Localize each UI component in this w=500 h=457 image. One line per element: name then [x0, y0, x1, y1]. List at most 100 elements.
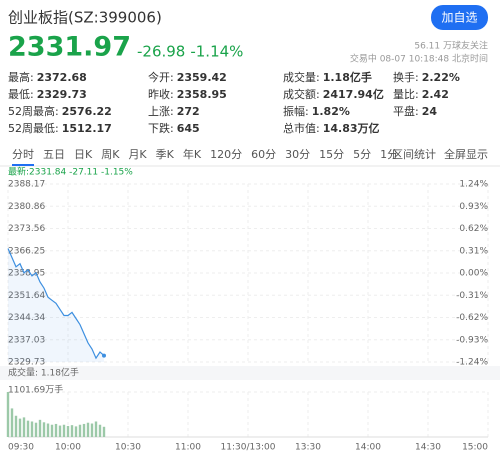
add-button[interactable]	[431, 5, 488, 30]
tab[interactable]: 月K	[128, 148, 147, 161]
tab[interactable]: 60分	[251, 148, 276, 161]
stat-label: 总市值:	[283, 121, 320, 135]
y-tick-label: 2329.73	[8, 358, 45, 368]
volume-bar	[22, 417, 26, 437]
stat-label: 最低:	[8, 88, 34, 101]
change-percent: -1.14%	[190, 43, 243, 61]
stat-value: 272	[177, 105, 200, 118]
stat-label: 换手:	[393, 70, 419, 84]
stat-label: 52周最低:	[8, 122, 59, 135]
y2-tick-label: 0.93%	[459, 202, 488, 212]
stat-label: 昨收:	[148, 87, 174, 101]
price: 2331.97	[8, 32, 131, 63]
volume-bar	[94, 421, 98, 437]
x-tick-label: 11:30/13:00	[221, 443, 276, 453]
y-tick-label: 2344.34	[8, 313, 45, 323]
y2-tick-label: -0.62%	[456, 313, 488, 323]
tab[interactable]: 日K	[74, 148, 93, 161]
volume-bar	[54, 423, 58, 437]
volume-bar	[70, 425, 74, 437]
y2-tick-label: 0.31%	[459, 246, 488, 256]
tab[interactable]: 五日	[43, 148, 65, 161]
tab[interactable]: 5分	[353, 148, 371, 161]
volume-band	[0, 366, 500, 380]
tab-underline	[12, 164, 34, 166]
volume-tick-label: 1101.69万手	[8, 384, 63, 396]
tab[interactable]: 周K	[101, 148, 120, 161]
x-tick-label: 14:30	[415, 443, 441, 453]
y-tick-label: 2380.86	[8, 202, 45, 212]
tab-link[interactable]: 区间统计	[392, 148, 436, 161]
tab[interactable]: 季K	[156, 148, 175, 161]
y-tick-label: 2358.95	[8, 269, 45, 279]
stat-label: 最高:	[8, 70, 34, 84]
stat-value: 2.22%	[422, 71, 460, 84]
volume-bar	[14, 415, 18, 437]
x-tick-label: 13:30	[295, 443, 321, 453]
volume-bar	[58, 425, 62, 437]
volume-bar	[62, 424, 66, 437]
tab[interactable]: 年K	[183, 147, 202, 161]
y2-tick-label: 1.24%	[459, 180, 488, 190]
y2-tick-label: -0.31%	[456, 291, 488, 301]
y2-tick-label: -1.24%	[456, 358, 488, 368]
volume-bar	[10, 408, 14, 437]
volume-bar	[46, 423, 50, 437]
title: 创业板指(SZ:399006)	[8, 9, 162, 27]
volume-bar	[18, 418, 22, 437]
volume-bar	[86, 422, 90, 437]
volume-bar	[30, 421, 34, 437]
volume-bar	[50, 424, 54, 437]
stat-label: 上涨:	[148, 105, 174, 118]
volume-bar	[78, 424, 82, 437]
volume-bar	[42, 422, 46, 437]
latest: 最新:2331.84 -27.11 -1.15%	[8, 166, 133, 178]
volume-bar	[98, 424, 102, 437]
stat-label: 成交量:	[283, 70, 320, 84]
x-tick-label: 15:00	[462, 443, 488, 453]
y-tick-label: 2373.56	[8, 224, 45, 234]
y-tick-label: 2337.03	[8, 335, 45, 345]
followers: 56.11 万球友关注	[414, 40, 488, 52]
stat-label: 成交额:	[283, 87, 320, 101]
stat-label: 下跌:	[148, 121, 174, 135]
tab[interactable]: 120分	[210, 148, 242, 161]
tab[interactable]: 分时	[12, 148, 34, 161]
price-area	[8, 248, 104, 362]
stat-value: 2358.95	[177, 88, 227, 101]
change: -26.98	[137, 43, 185, 61]
volume-bar	[82, 423, 86, 437]
tab[interactable]: 1分	[380, 148, 398, 161]
stat-label: 量比:	[393, 88, 419, 101]
x-tick-label: 10:00	[55, 443, 81, 453]
y-tick-label: 2351.64	[8, 291, 45, 301]
volume-bar	[66, 425, 70, 437]
stat-value: 2372.68	[37, 71, 87, 84]
tab[interactable]: 30分	[285, 148, 310, 161]
volume-bar	[90, 423, 94, 437]
x-tick-label: 10:30	[115, 443, 141, 453]
y2-tick-label: 0.00%	[459, 269, 488, 279]
volume-bar	[102, 426, 106, 437]
stat-label: 今开:	[148, 70, 174, 84]
stat-label: 平盘:	[393, 104, 419, 118]
stat-value: 14.83万亿	[323, 121, 380, 135]
x-tick-label: 09:30	[8, 443, 34, 453]
x-tick-label: 14:00	[355, 443, 381, 453]
stat-value: 24	[422, 105, 438, 118]
stat-value: 2417.94亿	[323, 87, 384, 101]
stat-value: 1.82%	[312, 105, 350, 118]
volume-bar	[6, 392, 10, 437]
tab-link[interactable]: 全屏显示	[444, 147, 488, 161]
stat-value: 2329.73	[37, 88, 87, 101]
stat-label: 振幅:	[283, 104, 309, 118]
stat-value: 1.18亿手	[323, 70, 372, 84]
volume-bar	[38, 419, 42, 437]
y-tick-label: 2388.17	[8, 180, 45, 190]
tab[interactable]: 15分	[319, 148, 344, 161]
x-tick-label: 11:00	[175, 443, 201, 453]
stat-value: 2576.22	[62, 105, 112, 118]
stat-label: 52周最高:	[8, 104, 59, 118]
add-button-label[interactable]: 加自选	[441, 11, 477, 25]
